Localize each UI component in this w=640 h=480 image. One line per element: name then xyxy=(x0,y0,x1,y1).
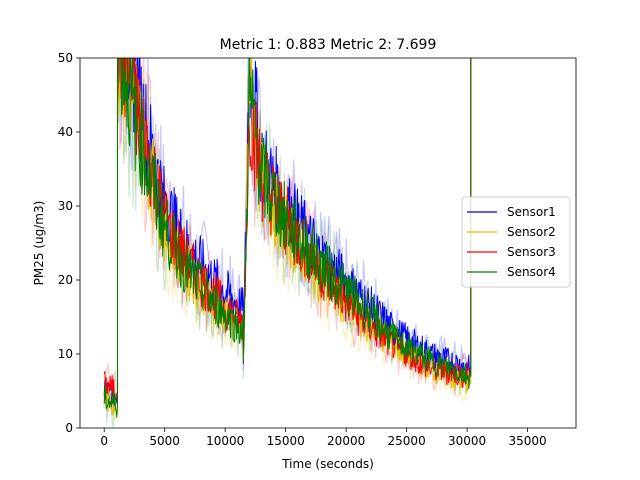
x-tick-label: 0 xyxy=(100,434,108,448)
series-lines xyxy=(103,58,472,419)
y-tick-label: 0 xyxy=(65,421,73,435)
series-line-sensor4 xyxy=(103,58,472,418)
x-tick-label: 10000 xyxy=(206,434,244,448)
legend-label-sensor3: Sensor3 xyxy=(507,245,556,259)
legend-label-sensor1: Sensor1 xyxy=(507,205,556,219)
x-axis-ticks: 0 5000 10000 15000 20000 25000 30000 35000 xyxy=(100,428,547,448)
y-tick-label: 20 xyxy=(58,273,73,287)
legend-label-sensor2: Sensor2 xyxy=(507,225,556,239)
y-axis-label: PM25 (ug/m3) xyxy=(32,201,46,286)
y-tick-label: 30 xyxy=(58,199,73,213)
x-tick-label: 15000 xyxy=(267,434,305,448)
y-tick-label: 10 xyxy=(58,347,73,361)
x-tick-label: 30000 xyxy=(448,434,486,448)
legend-label-sensor4: Sensor4 xyxy=(507,265,556,279)
x-axis-label: Time (seconds) xyxy=(281,457,374,471)
plot-frame xyxy=(79,57,577,429)
y-axis-ticks: 0 10 20 30 40 50 xyxy=(58,51,80,435)
x-tick-label: 25000 xyxy=(388,434,426,448)
y-tick-label: 40 xyxy=(58,125,73,139)
legend: Sensor1 Sensor2 Sensor3 Sensor4 xyxy=(461,196,571,288)
y-tick-label: 50 xyxy=(58,51,73,65)
x-tick-label: 20000 xyxy=(327,434,365,448)
legend-frame xyxy=(461,196,571,288)
x-tick-label: 35000 xyxy=(509,434,547,448)
x-tick-label: 5000 xyxy=(149,434,180,448)
chart-title: Metric 1: 0.883 Metric 2: 7.699 xyxy=(220,37,437,53)
